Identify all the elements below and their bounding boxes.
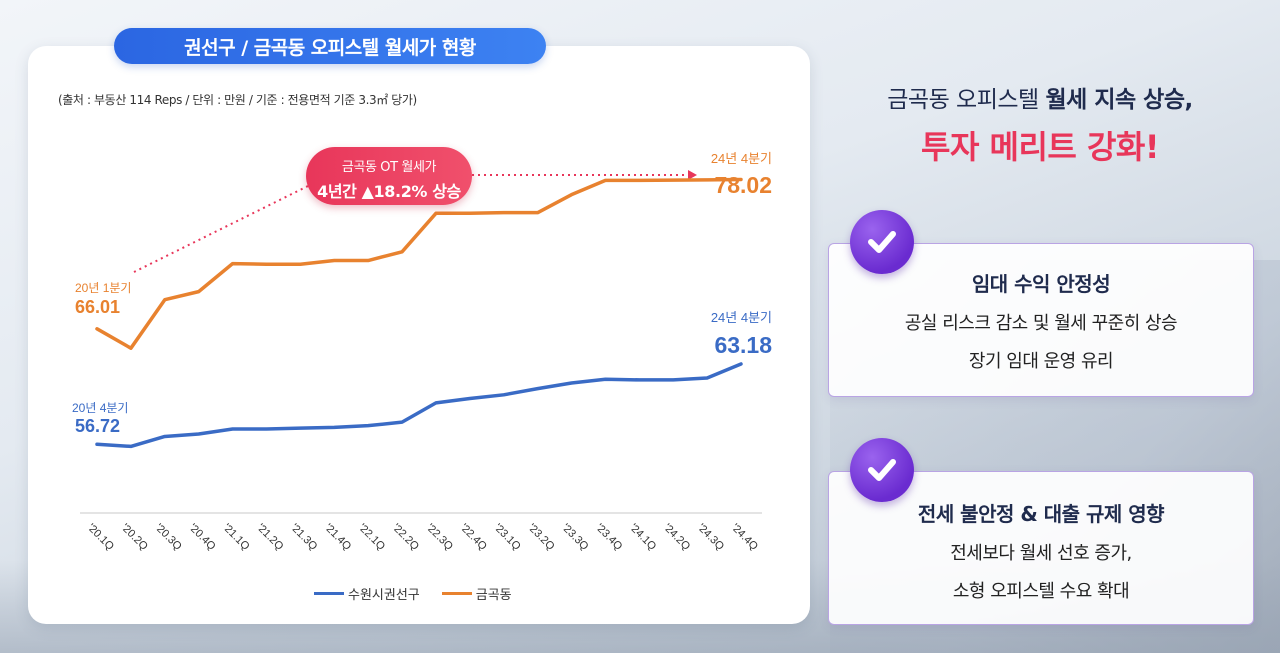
x-tick-label: '23.4Q — [593, 522, 624, 553]
data-label-blue-end: 24년 4분기 — [711, 310, 772, 325]
x-tick-label: '23.1Q — [492, 522, 523, 553]
x-tick-label: '22.3Q — [424, 522, 455, 553]
data-value-orange-end: 78.02 — [714, 172, 772, 198]
x-tick-label: '20.4Q — [187, 522, 218, 553]
card2-title: 전세 불안정 & 대출 규제 영향 — [917, 502, 1165, 526]
x-tick-label: '24.1Q — [627, 522, 658, 553]
x-tick-label: '21.2Q — [254, 522, 285, 553]
x-tick-label: '22.2Q — [390, 522, 421, 553]
legend-item-orange: 금곡동 — [441, 584, 512, 603]
card1-title: 임대 수익 안정성 — [971, 272, 1111, 296]
x-tick-label: '20.3Q — [153, 522, 184, 553]
headline-bold: 월세 지속 상승, — [1045, 87, 1194, 113]
chart-legend: 수원시권선구 금곡동 — [314, 584, 512, 603]
headline-line2: 투자 메리트 강화! — [921, 128, 1159, 166]
data-value-blue-end: 63.18 — [714, 332, 772, 358]
x-tick-label: '24.2Q — [661, 522, 692, 553]
check-icon — [850, 438, 914, 502]
x-tick-label: '20.2Q — [119, 522, 150, 553]
headline-normal: 금곡동 오피스텔 — [887, 87, 1046, 113]
series-line-blue — [95, 362, 743, 449]
chart-panel — [28, 46, 810, 624]
callout-badge: 금곡동 OT 월세가 4년간 ▲18.2% 상승 — [306, 147, 472, 205]
series-line-orange — [95, 177, 743, 350]
card2-line2: 소형 오피스텔 수요 확대 — [952, 581, 1130, 602]
card1-line1: 공실 리스크 감소 및 월세 꾸준히 상승 — [904, 313, 1178, 334]
headline-line1: 금곡동 오피스텔 월세 지속 상승, — [840, 80, 1240, 114]
legend-swatch-blue — [314, 592, 344, 595]
x-tick-label: '22.4Q — [458, 522, 489, 553]
legend-swatch-orange — [441, 592, 472, 595]
data-label-orange-start: 20년 1분기 — [75, 281, 131, 295]
legend-item-blue: 수원시권선구 — [314, 584, 420, 603]
x-tick-label: '24.3Q — [695, 522, 726, 553]
x-tick-label: '23.2Q — [526, 522, 557, 553]
x-tick-label: '22.1Q — [356, 522, 387, 553]
data-value-blue-start: 56.72 — [75, 416, 120, 436]
chart-source: (출처 : 부동산 114 Reps / 단위 : 만원 / 기준 : 전용면적… — [58, 93, 417, 107]
callout-line2: 4년간 ▲18.2% 상승 — [317, 182, 461, 201]
card1-line2: 장기 임대 운영 유리 — [968, 351, 1114, 372]
x-tick-label: '24.4Q — [729, 522, 760, 553]
x-tick-label: '21.4Q — [322, 522, 353, 553]
data-label-orange-end: 24년 4분기 — [711, 151, 772, 166]
x-tick-label: '21.3Q — [288, 522, 319, 553]
legend-label-orange: 금곡동 — [475, 588, 512, 603]
x-tick-label: '20.1Q — [85, 522, 116, 553]
data-label-blue-start: 20년 4분기 — [72, 401, 128, 415]
dotted-arrow-left — [133, 185, 309, 273]
data-value-orange-start: 66.01 — [75, 297, 120, 317]
check-icon — [850, 210, 914, 274]
card2-line1: 전세보다 월세 선호 증가, — [950, 543, 1132, 564]
arrow-head-icon — [688, 170, 697, 180]
legend-label-blue: 수원시권선구 — [348, 588, 420, 603]
x-tick-label: '23.3Q — [559, 522, 590, 553]
x-tick-label: '21.1Q — [220, 522, 251, 553]
callout-line1: 금곡동 OT 월세가 — [341, 160, 437, 175]
chart-title: 권선구 / 금곡동 오피스텔 월세가 현황 — [114, 28, 546, 64]
